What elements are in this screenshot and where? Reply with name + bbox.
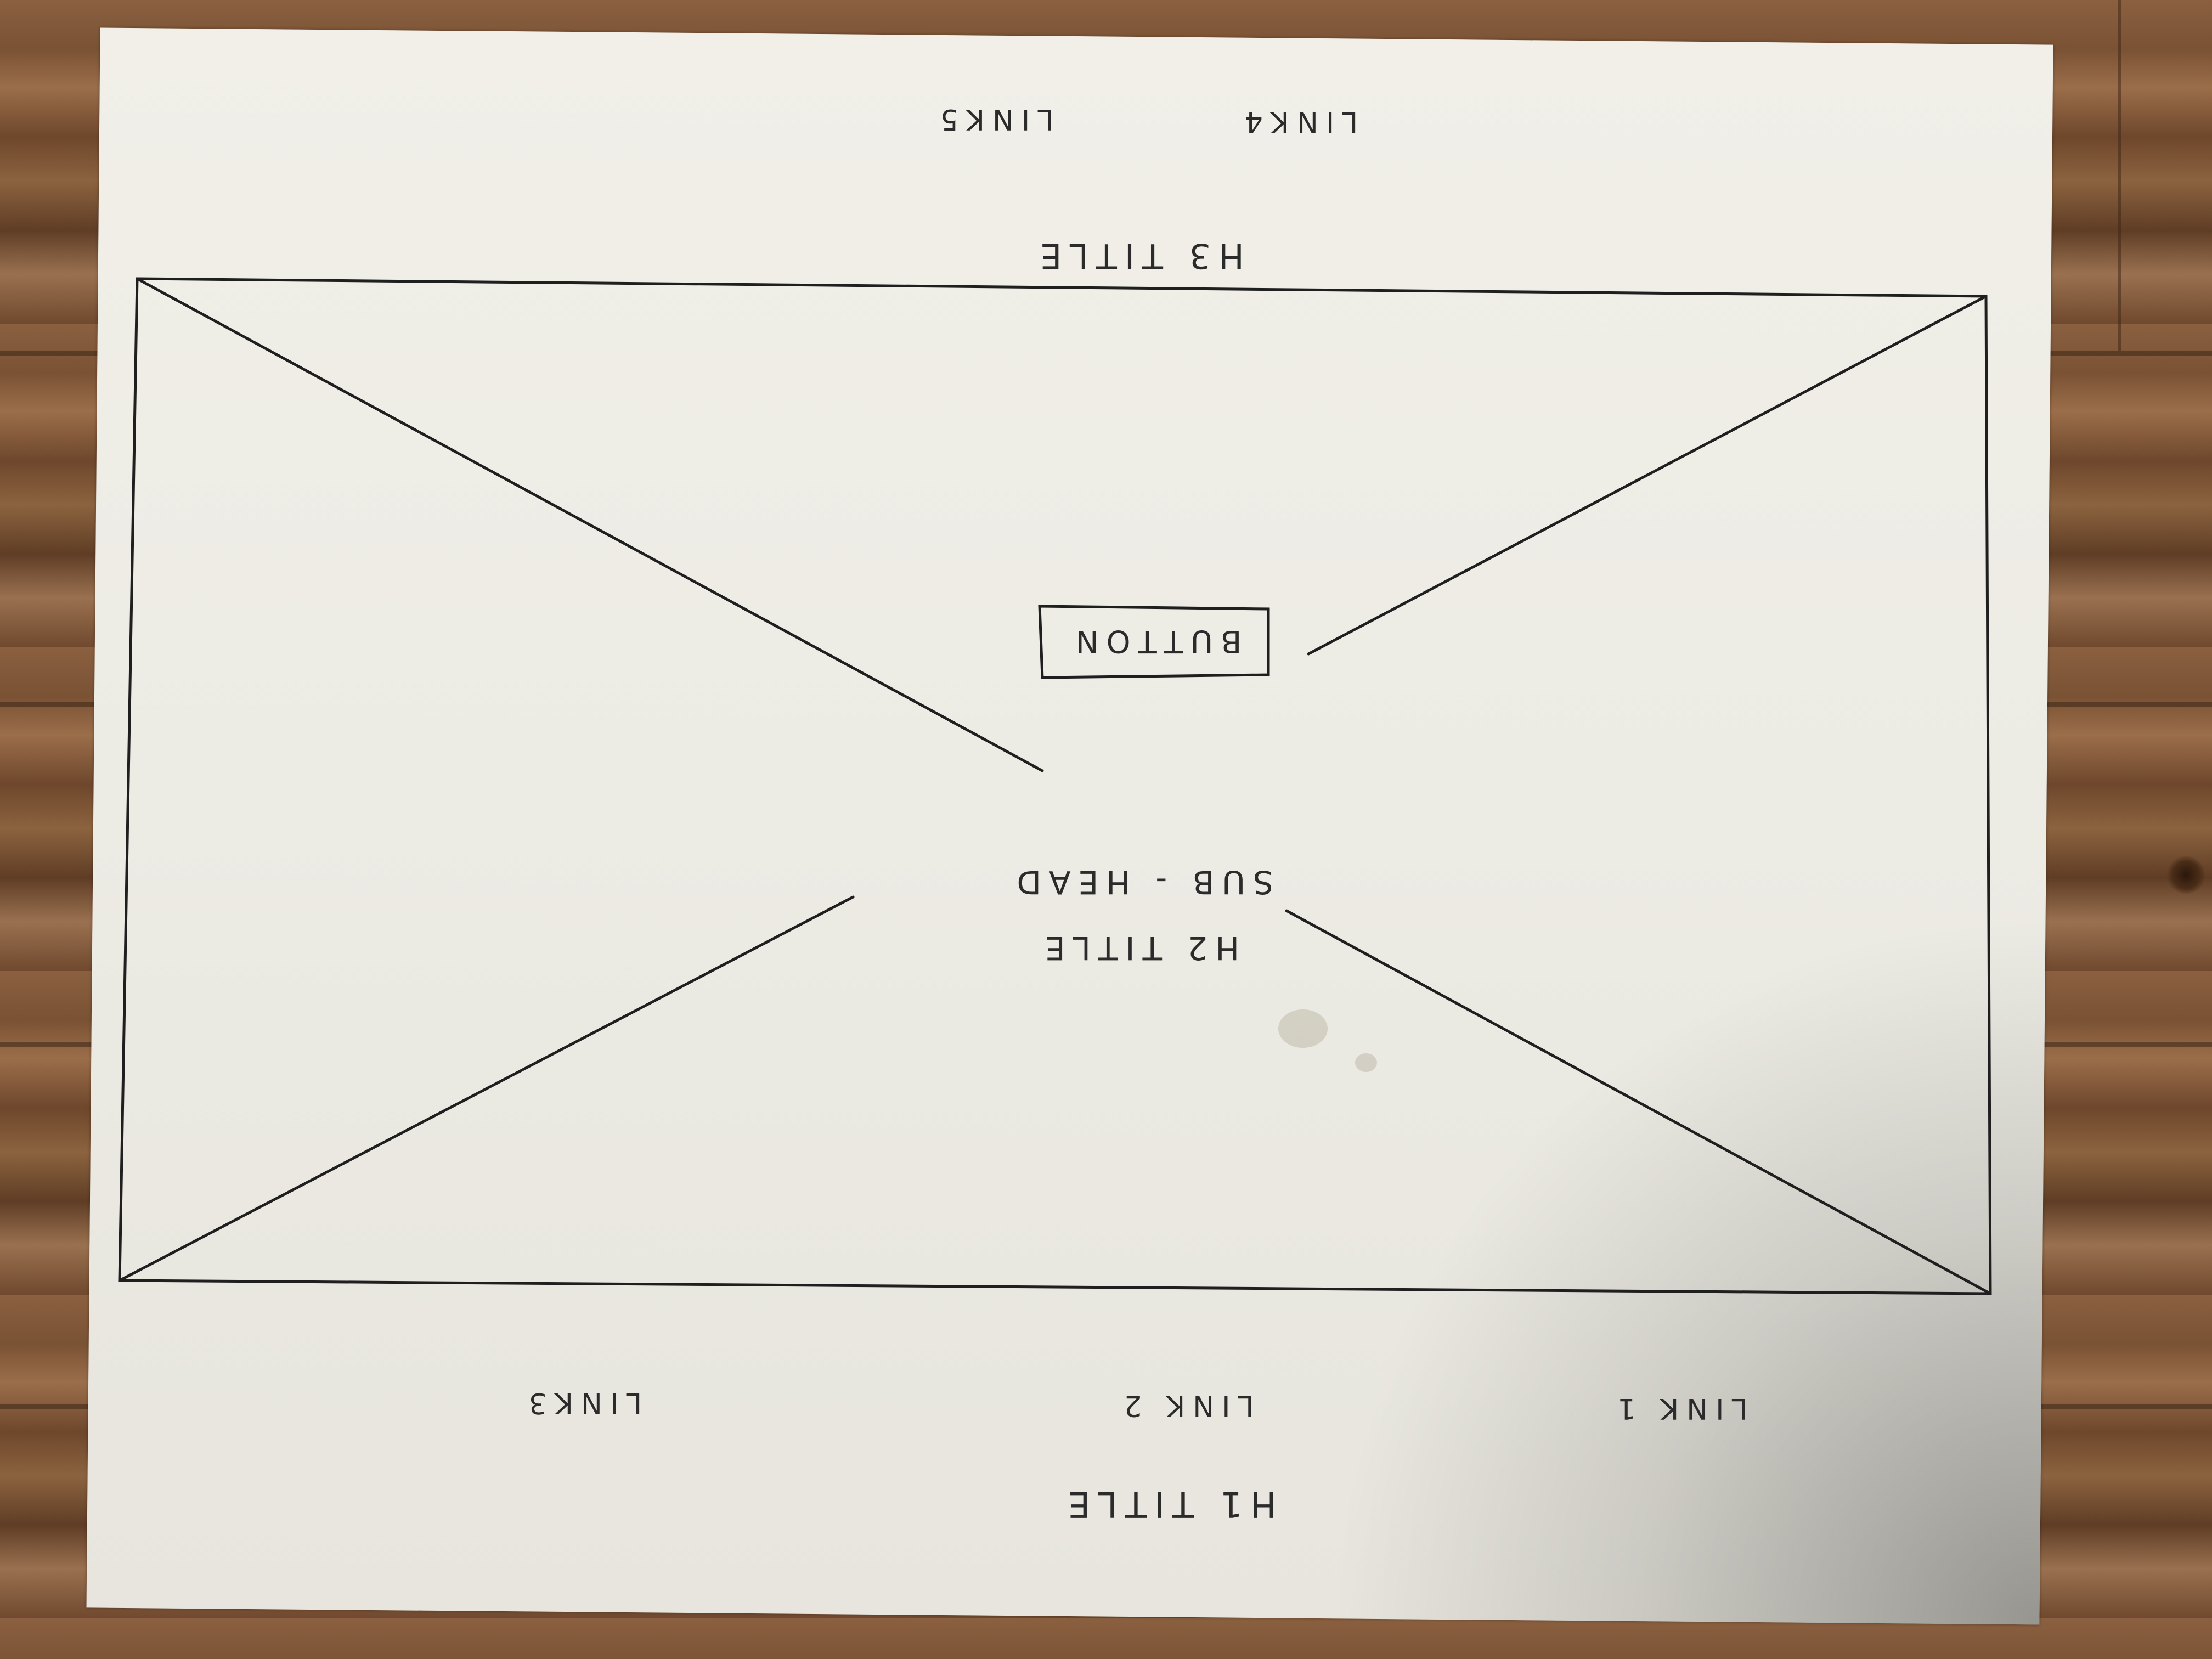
placeholder-diagonal [1307,295,1988,656]
link-5: LINK5 [933,103,1053,136]
link-2: LINK 2 [1116,1389,1254,1422]
link-4: LINK4 [1237,105,1358,138]
h1-title: H1 TITLE [1060,1483,1277,1524]
link-1: LINK 1 [1610,1392,1748,1425]
link-3: LINK3 [521,1386,642,1419]
placeholder-diagonal [1285,909,1992,1295]
h2-title: H2 TITLE [1037,929,1239,967]
sub-head: SUB - HEAD [1009,864,1273,901]
placeholder-diagonal [136,277,1044,772]
button-outline [1038,605,1270,679]
placeholder-diagonal [118,895,855,1282]
paper-stain [1355,1053,1377,1072]
wood-knot [2167,856,2205,894]
h3-title: H3 TITLE [1032,236,1244,276]
button-label: BUTTON [1068,623,1242,659]
paper-stain [1278,1009,1328,1048]
plank-end-seam [2118,0,2121,351]
